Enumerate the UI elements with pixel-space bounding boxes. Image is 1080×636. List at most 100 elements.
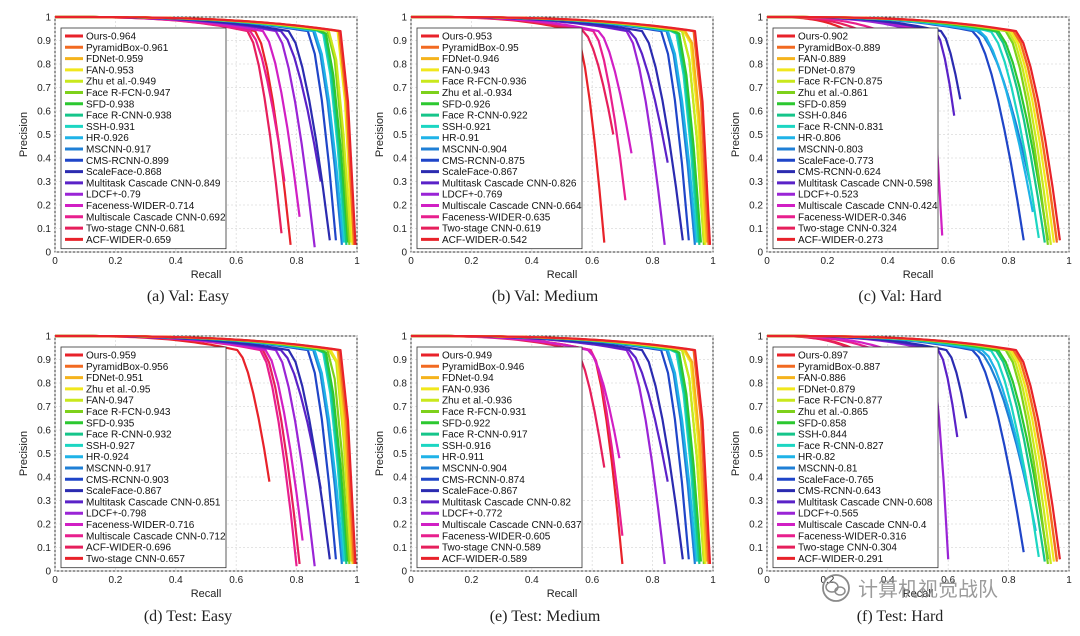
y-tick-label: 0.9 [37,355,51,366]
y-tick-label: 0.8 [749,379,763,390]
legend-label: HR-0.91 [442,133,480,144]
legend-label: PyramidBox-0.946 [442,362,525,373]
watermark: 计算机视觉战队 [822,574,998,602]
legend-label: SFD-0.926 [442,99,491,110]
legend-box [416,27,583,250]
legend-label: Face R-CNN-0.827 [798,441,884,452]
legend-label: Face R-CNN-0.932 [86,430,172,441]
legend-label: Multiscale Cascade CNN-0.4 [798,520,927,531]
y-tick-label: 0 [45,567,51,578]
legend-label: FAN-0.886 [798,373,846,384]
y-tick-label: 0.1 [749,543,763,554]
y-tick-label: 0.6 [37,426,51,437]
legend-label: PyramidBox-0.961 [86,43,169,54]
y-tick-label: 0.3 [393,177,407,188]
y-tick-label: 0 [757,567,763,578]
y-tick-label: 0.1 [37,543,51,554]
y-tick-label: 0 [757,248,763,259]
legend-label: ScaleFace-0.867 [442,167,518,178]
legend-label: Face R-CNN-0.938 [86,111,172,122]
y-tick-label: 0.8 [393,60,407,71]
legend-box [772,346,939,569]
y-tick-label: 0.3 [37,177,51,188]
legend-label: HR-0.806 [798,133,841,144]
legend-label: FAN-0.953 [86,65,134,76]
x-tick-label: 0.2 [820,575,834,586]
legend-label: Zhu et al.-0.949 [86,77,156,88]
legend-label: Zhu et al.-0.95 [86,384,151,395]
y-tick-label: 0.3 [393,496,407,507]
legend-label: Face R-CNN-0.831 [798,122,884,133]
legend-label: HR-0.82 [798,452,836,463]
legend-label: PyramidBox-0.95 [442,43,519,54]
legend-label: FAN-0.943 [442,65,490,76]
legend-label: CMS-RCNN-0.875 [442,156,525,167]
y-tick-label: 0.9 [393,36,407,47]
x-tick-label: 0.4 [881,256,895,267]
chart-panel-f: 0 0.1 0.2 0.3 0.4 0.5 0.6 0.7 0.8 0.9 1 0 0.2 0.4 0.6 0… [730,332,1072,626]
legend-label: FDNet-0.879 [798,384,856,395]
x-tick-label: 0.8 [1002,256,1016,267]
legend-label: Faceness-WIDER-0.714 [86,201,195,212]
y-tick-label: 0.6 [393,426,407,437]
legend-label: PyramidBox-0.889 [798,43,881,54]
y-tick-label: 0.4 [393,473,407,484]
legend-label: ACF-WIDER-0.696 [86,543,171,554]
legend-label: SSH-0.844 [798,430,847,441]
legend-label: Two-stage CNN-0.619 [442,224,541,235]
legend-label: Multitask Cascade CNN-0.82 [442,497,571,508]
legend-label: LDCF+-0.79 [86,190,141,201]
chart-panel-a: 0 0.1 0.2 0.3 0.4 0.5 0.6 0.7 0.8 0.9 1 0 0.2 0.4 0.6 0… [18,13,360,306]
y-tick-label: 0.3 [37,496,51,507]
y-axis-label: Precision [374,112,386,157]
x-tick-label: 0.6 [229,256,243,267]
y-tick-label: 0.4 [749,473,763,484]
y-tick-label: 0.5 [37,130,51,141]
series-line [411,15,712,245]
legend-label: SFD-0.935 [86,418,135,429]
y-tick-label: 0.1 [393,224,407,235]
y-tick-label: 0.2 [37,520,51,531]
legend-label: Face R-FCN-0.877 [798,396,883,407]
panels-layer: 0 0.1 0.2 0.3 0.4 0.5 0.6 0.7 0.8 0.9 1 0 0.2 0.4 0.6 0… [18,13,1072,626]
legend-label: Multitask Cascade CNN-0.849 [86,178,221,189]
chart-caption: (e) Test: Medium [490,608,601,625]
x-tick-label: 0 [52,575,58,586]
x-tick-label: 0.2 [464,256,478,267]
y-tick-label: 1 [757,332,763,343]
legend-label: MSCNN-0.917 [86,464,151,475]
legend-label: ScaleFace-0.868 [86,167,162,178]
legend-label: ScaleFace-0.867 [442,486,518,497]
y-tick-label: 0.8 [37,379,51,390]
y-tick-label: 0 [45,248,51,259]
y-tick-label: 0.6 [37,107,51,118]
x-tick-label: 0.2 [820,256,834,267]
legend-label: HR-0.924 [86,452,129,463]
legend-label: ACF-WIDER-0.542 [442,235,527,246]
y-tick-label: 0.5 [749,449,763,460]
y-tick-label: 1 [757,13,763,24]
legend-label: Face R-FCN-0.943 [86,407,171,418]
legend-label: Face R-CNN-0.922 [442,111,528,122]
legend-label: SSH-0.927 [86,441,135,452]
x-tick-label: 0.6 [941,256,955,267]
legend-box [772,27,939,250]
legend-label: SFD-0.858 [798,418,847,429]
y-tick-label: 0.8 [393,379,407,390]
chart-caption: (b) Val: Medium [492,288,599,305]
x-tick-label: 0 [764,575,770,586]
legend-label: Multitask Cascade CNN-0.598 [798,178,933,189]
y-tick-label: 0.2 [393,520,407,531]
x-axis-label: Recall [191,269,222,281]
legend-label: HR-0.911 [442,452,484,463]
y-tick-label: 0.7 [749,402,763,413]
y-tick-label: 0 [401,567,407,578]
series-line [55,15,357,245]
legend-label: Multitask Cascade CNN-0.851 [86,497,221,508]
x-axis-label: Recall [903,269,934,281]
y-tick-label: 0.4 [393,154,407,165]
x-tick-label: 0.4 [525,256,539,267]
series-line [55,334,357,565]
series-line [411,334,712,565]
legend-label: Ours-0.902 [798,32,848,43]
